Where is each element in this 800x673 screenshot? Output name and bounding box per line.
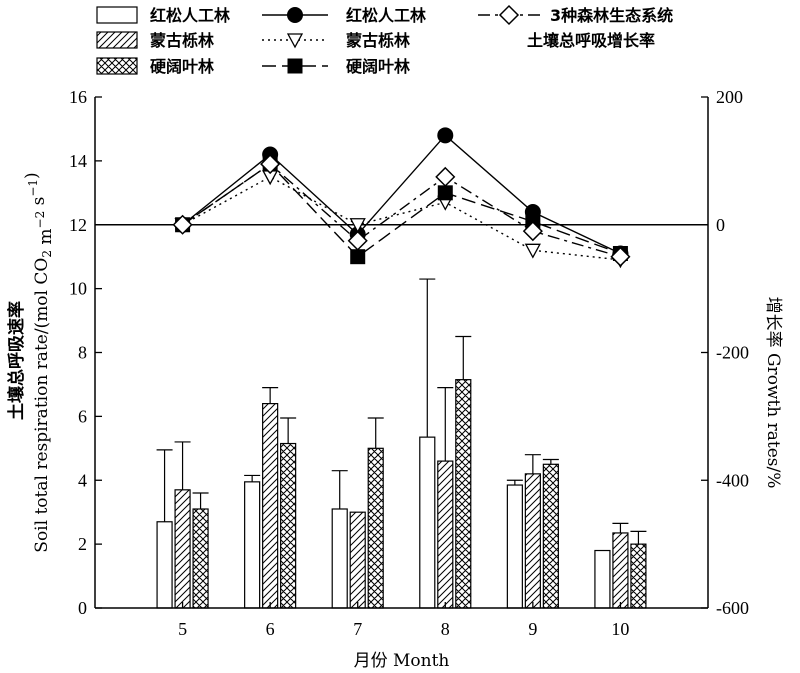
bar-crosshatch-10 (630, 543, 647, 609)
x-tick-label-6: 6 (266, 619, 275, 639)
bar-crosshatch-5 (192, 508, 209, 609)
bar-open-10 (594, 549, 611, 609)
point-open-diamond-5 (172, 214, 193, 235)
bar-crosshatch-7 (367, 447, 384, 609)
point-filled-square-8 (437, 185, 453, 201)
y-axis-title-cn: 土壤总呼吸速率 (6, 301, 27, 420)
y-tick-label-6: 6 (78, 406, 87, 426)
point-filled-square-7 (350, 249, 366, 265)
x-tick-label-10: 10 (611, 619, 629, 639)
line-series-filled-circle (182, 134, 621, 255)
y2-tick-label-0: 0 (716, 215, 725, 235)
bar-diagonal-8 (437, 460, 454, 609)
legend-marker-open-triangle-down (286, 33, 304, 49)
legend-swatch-crosshatch (96, 57, 138, 75)
legend-label-line-filled-circle: 红松人工林 (346, 6, 426, 25)
point-open-diamond-8 (435, 166, 456, 187)
x-tick-label-9: 9 (528, 619, 537, 639)
legend-label-bar-crosshatch: 硬阔叶林 (150, 57, 214, 76)
legend-marker-filled-circle (287, 7, 303, 23)
y-tick-label-12: 12 (69, 215, 87, 235)
legend-swatch-diagonal (96, 31, 138, 49)
y-tick-label-16: 16 (69, 87, 87, 107)
bar-open-8 (419, 436, 436, 609)
bar-open-6 (244, 481, 261, 609)
legend-label-combined-line2: 土壤总呼吸增长率 (527, 31, 655, 50)
y-tick-label-2: 2 (78, 534, 87, 554)
x-tick-label-5: 5 (178, 619, 187, 639)
y-tick-label-8: 8 (78, 343, 87, 363)
bar-diagonal-7 (349, 511, 366, 609)
y-tick-label-14: 14 (69, 151, 87, 171)
bar-open-9 (506, 484, 523, 609)
y2-axis-title: 增长率 Growth rates/% (763, 297, 783, 489)
legend-swatch-open (96, 6, 138, 24)
y-tick-label-10: 10 (69, 279, 87, 299)
bar-diagonal-6 (262, 403, 279, 609)
y-tick-label-0: 0 (78, 598, 87, 618)
line-series-open-triangle-down (182, 176, 621, 261)
point-open-diamond-7 (347, 230, 368, 251)
legend-marker-open-diamond (498, 4, 520, 26)
x-tick-label-8: 8 (441, 619, 450, 639)
y2-tick-label-200: 200 (716, 87, 743, 107)
x-tick-label-7: 7 (353, 619, 362, 639)
legend-label-combined-line1: 3种森林生态系统 (550, 6, 673, 25)
point-open-triangle-down-7 (349, 218, 366, 234)
bar-open-5 (156, 521, 173, 609)
line-series-filled-square (182, 163, 621, 258)
bar-diagonal-9 (524, 473, 541, 609)
y-tick-label-4: 4 (78, 470, 87, 490)
bar-diagonal-10 (612, 532, 629, 609)
bar-diagonal-5 (174, 489, 191, 609)
legend-label-line-filled-square: 硬阔叶林 (346, 57, 410, 76)
point-filled-circle-8 (437, 127, 454, 144)
y2-tick-label--400: -400 (716, 470, 749, 490)
bar-crosshatch-9 (542, 463, 559, 609)
point-open-diamond-9 (522, 221, 543, 242)
legend-marker-filled-square (287, 58, 303, 74)
point-open-triangle-down-9 (524, 243, 541, 259)
point-open-diamond-6 (260, 154, 281, 175)
bar-crosshatch-6 (280, 442, 297, 609)
legend-label-line-open-triangle-down: 蒙古栎林 (346, 31, 410, 50)
axes: 0 2 4 6 8 10 12 14 16 -600 -400 -200 0 200 5 6 7 8 9 10 月份 M… (6, 87, 783, 671)
x-axis-title: 月份 Month (354, 651, 450, 671)
legend-label-bar-diagonal: 蒙古栎林 (150, 31, 214, 50)
bar-crosshatch-8 (455, 379, 472, 609)
bar-open-7 (331, 508, 348, 609)
point-open-diamond-10 (610, 246, 631, 267)
legend-label-bar-open: 红松人工林 (150, 6, 230, 25)
y2-tick-label--200: -200 (716, 343, 749, 363)
y2-tick-label--600: -600 (716, 598, 749, 618)
plot-area (95, 127, 708, 609)
y-axis-title-en: Soil total respiration rate/(mol CO2 m−2… (22, 172, 56, 552)
line-series-open-diamond (182, 163, 621, 258)
